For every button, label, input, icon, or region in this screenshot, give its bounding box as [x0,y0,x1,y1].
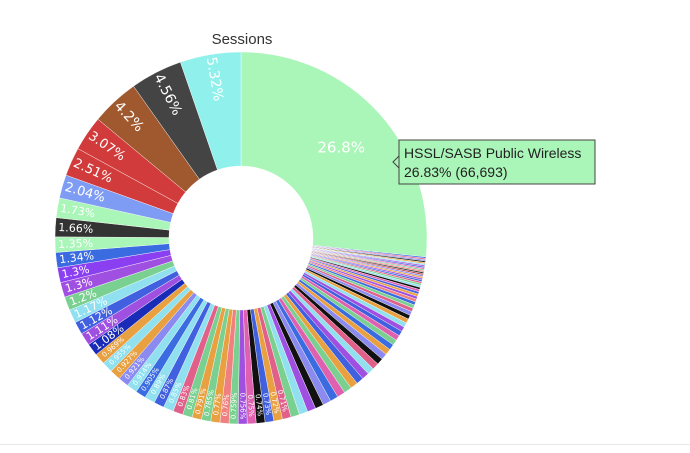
tooltip-title: HSSL/SASB Public Wireless [404,145,581,161]
slice-label: 0.756% [238,393,246,420]
bottom-divider [0,444,690,445]
slice-label: 0.759% [230,392,239,419]
slice-label: 5.32% [203,56,226,103]
tooltip-box [398,139,596,185]
tooltip-value: 26.83% (66,693) [404,164,508,180]
chart-title: Sessions [212,31,273,48]
slice-label: 0.76% [221,394,231,417]
slice-label: 26.8% [317,139,365,157]
slice-label: 0.77% [212,392,223,415]
pie-slice[interactable] [240,51,428,258]
slice-label: 1.73% [59,202,96,221]
slice-label: 1.66% [58,221,94,236]
hover-tooltip: HSSL/SASB Public Wireless 26.83% (66,693… [392,139,596,185]
slice-label: 1.35% [58,237,93,251]
slice-label: 0.73% [261,392,272,416]
pie-slices [54,51,428,425]
pie-slice[interactable] [180,51,242,171]
slice-label: 0.75% [246,394,255,417]
slice-label: 1.34% [59,249,95,266]
slice-label: 1.3% [61,263,91,281]
slice-label: 0.74% [254,394,264,417]
